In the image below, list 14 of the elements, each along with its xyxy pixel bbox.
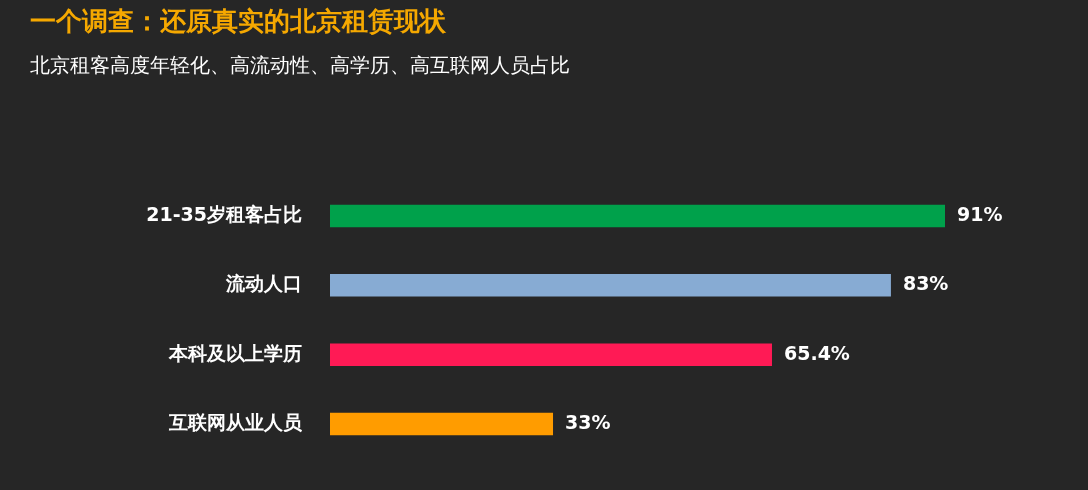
data-label: 83%: [902, 272, 949, 295]
y-tick-label: 流动人口: [225, 272, 302, 295]
bar: [330, 343, 772, 366]
data-label: 33%: [565, 410, 611, 433]
y-tick-label: 本科及以上学历: [168, 341, 302, 364]
bar: [330, 204, 945, 228]
bar: [330, 412, 554, 436]
bar: [330, 274, 891, 297]
y-tick-label: 互联网从业人员: [168, 410, 303, 433]
data-label: 91%: [957, 202, 1003, 225]
chart-subtitle: 北京租客高度年轻化、高流动性、高学历、高互联网人员占比: [30, 52, 570, 79]
chart-title: 一个调查：还原真实的北京租赁现状: [30, 5, 446, 38]
y-tick-label: 21-35岁租客占比: [146, 202, 302, 225]
data-label: 65.4%: [783, 341, 850, 364]
